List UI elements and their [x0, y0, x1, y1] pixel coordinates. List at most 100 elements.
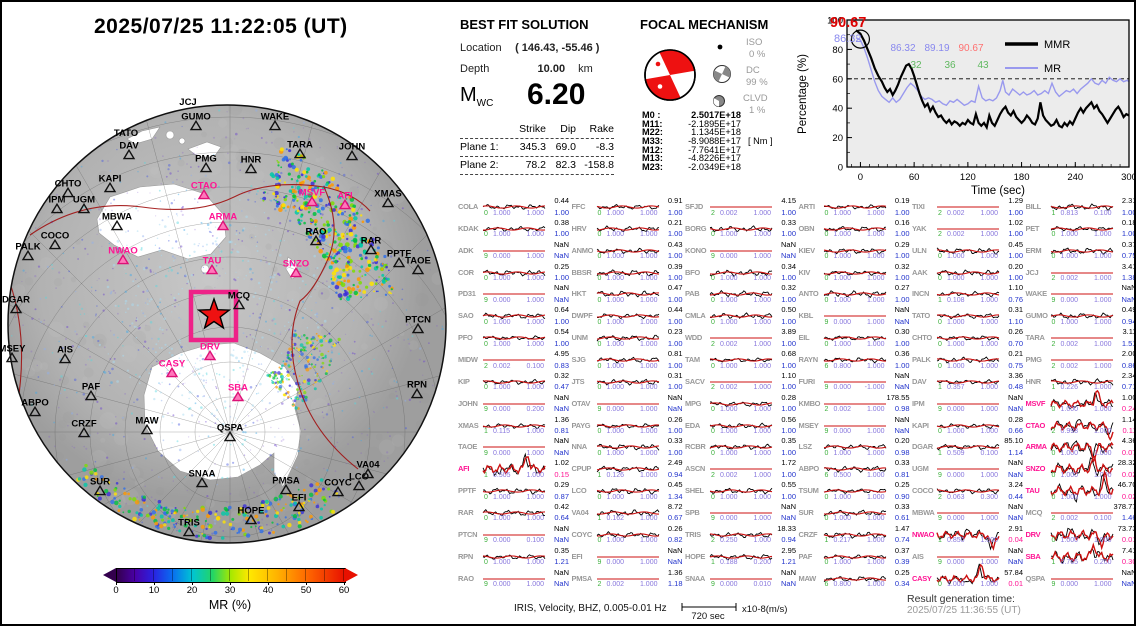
weight-2: 1.000 — [866, 318, 885, 326]
weight-1: 0.000 — [720, 253, 738, 261]
amplitude-value: 0.37 — [1121, 239, 1136, 249]
weight-2: 1.000 — [1093, 362, 1112, 370]
weight-2: 1.000 — [639, 515, 658, 523]
weight-2: 0.010 — [753, 581, 771, 588]
quality-flag: 0 — [711, 296, 715, 304]
station-waveform-grid: COLA 0.44 0 1.000 1.000 1.00 KDAK 0.38 0 1.000 1.0… — [457, 196, 1136, 592]
station-code: CTAO — [1025, 420, 1046, 430]
amplitude-value: 0.31 — [667, 370, 683, 380]
amplitude-value: 0.64 — [554, 305, 569, 315]
amplitude-value: 4.95 — [554, 349, 569, 358]
quality-flag: 0 — [1051, 231, 1056, 239]
globe-station-triangle-CTAO — [197, 188, 211, 200]
start-value-label: 86.32 — [834, 33, 862, 45]
weight-1: 1.000 — [833, 253, 852, 261]
waveform-MIDW — [483, 359, 545, 361]
weight-1: 0.850 — [947, 537, 965, 545]
station-code: SACV — [685, 376, 705, 386]
waveform-KDAK — [482, 225, 546, 232]
cc-value: NaN — [553, 294, 569, 304]
station-code: WDD — [685, 333, 703, 343]
weight-2: 1.000 — [1093, 581, 1112, 588]
station-cell-KDAK: KDAK 0.38 0 1.000 1.000 1.00 — [457, 218, 570, 241]
weight-2: 1.000 — [753, 231, 771, 239]
svg-text:32: 32 — [910, 60, 922, 71]
waveform-CHTO — [936, 335, 1000, 342]
station-code: ARMA — [1025, 442, 1048, 452]
weight-2: 1.000 — [526, 209, 544, 217]
weight-2: 0.100 — [980, 449, 998, 457]
amplitude-value: 0.33 — [781, 217, 796, 227]
quality-flag: 9 — [824, 384, 829, 392]
amplitude-value: 0.21 — [667, 217, 683, 227]
globe-station-triangle-DAV — [122, 148, 136, 160]
weight-1: 0.115 — [493, 428, 510, 435]
globe-station-triangle-NWAO — [116, 253, 130, 265]
weight-2: 0.100 — [526, 362, 544, 370]
globe-station-triangle-ARMA — [216, 219, 230, 231]
globe-station-triangle-RAO — [309, 234, 323, 246]
amplitude-value: 3.89 — [781, 327, 796, 337]
quality-flag: 2 — [1051, 275, 1056, 283]
cc-value: 0.82 — [667, 535, 683, 545]
cc-value: NaN — [780, 579, 796, 588]
amplitude-value: NaN — [1007, 501, 1023, 511]
amplitude-value: 1.14 — [1121, 414, 1136, 424]
amplitude-value: 73.73 — [1117, 523, 1136, 533]
quality-flag: 0 — [1051, 537, 1056, 545]
cc-value: NaN — [667, 557, 683, 567]
weight-1: 1.000 — [606, 340, 625, 348]
globe-station-label-MSEY: MSEY — [0, 344, 26, 355]
quality-flag: 0 — [824, 231, 829, 239]
station-cell-COLA: COLA 0.44 0 1.000 1.000 1.00 — [457, 196, 570, 219]
cc-value: 1.00 — [781, 294, 796, 304]
timestamp-title: 2025/07/25 11:22:05 (UT) — [94, 15, 348, 38]
weight-2: 1.000 — [639, 318, 658, 326]
cc-value: 1.14 — [1008, 447, 1023, 457]
weight-2: 1.000 — [980, 559, 998, 567]
cc-value: NaN — [1121, 294, 1136, 304]
globe-station-label-CRZF: CRZF — [71, 419, 97, 430]
station-code: ARTI — [798, 202, 816, 211]
weight-2: 1.000 — [753, 340, 771, 348]
svg-text:36: 36 — [944, 60, 956, 71]
quality-flag: 0 — [824, 515, 829, 523]
globe-station-triangle-SNAA — [195, 476, 209, 488]
station-code: JCJ — [1025, 267, 1039, 277]
globe-station-label-PTCN: PTCN — [405, 315, 431, 326]
globe-station-triangle-PMSA — [279, 483, 293, 495]
amplitude-value: 1.72 — [781, 458, 796, 468]
waveform-LCO — [596, 488, 659, 496]
station-cell-TATO: TATO 0.31 0 1.000 1.000 1.10 — [911, 305, 1024, 328]
amplitude-value: 1.36 — [667, 567, 683, 577]
amplitude-value: 0.28 — [1008, 414, 1023, 424]
station-cell-PMG: PMG 2.00 2 0.002 1.000 0.86 — [1025, 349, 1135, 372]
amplitude-value: 0.35 — [781, 436, 796, 446]
station-code: HOPE — [685, 551, 706, 561]
cc-value: 0.01 — [1008, 579, 1023, 588]
station-cell-SAO: SAO 0.64 0 1.000 1.000 1.00 — [457, 305, 570, 328]
weight-1: 1.000 — [493, 384, 511, 392]
quality-flag: 1 — [484, 428, 488, 435]
planes-table: Strike Dip Rake Plane 1: 345.3 69.0 -8.3… — [460, 121, 614, 175]
globe-station-label-JOHN: JOHN — [339, 142, 366, 153]
globe-station-label-MSVF: MSVF — [299, 188, 326, 199]
quality-flag: 0 — [484, 275, 488, 283]
weight-2: 1.000 — [980, 275, 998, 283]
svg-text:86.32: 86.32 — [890, 43, 915, 54]
station-cell-INCN: INCN 1.10 1 0.108 1.000 0.76 — [911, 283, 1024, 306]
quality-flag: 0 — [938, 428, 942, 435]
cc-value: 1.00 — [1008, 207, 1023, 217]
cc-value: 0.15 — [554, 469, 569, 479]
station-cell-PAYG: PAYG 0.26 0 1.000 1.000 1.00 — [571, 415, 684, 438]
waveform-BILL — [1050, 203, 1113, 211]
quality-flag: 1 — [597, 471, 602, 479]
waveform-COCO — [936, 488, 1000, 495]
globe-station-triangle-PPTF — [392, 256, 406, 268]
weight-1: 0.188 — [720, 559, 738, 567]
quality-flag: 9 — [938, 471, 942, 479]
weight-2: 1.000 — [753, 362, 771, 370]
station-cell-EFI: EFI NaN 9 0.000 1.000 NaN — [571, 546, 684, 569]
quality-flag: 0 — [711, 493, 715, 501]
weight-1: 1.000 — [947, 275, 965, 283]
